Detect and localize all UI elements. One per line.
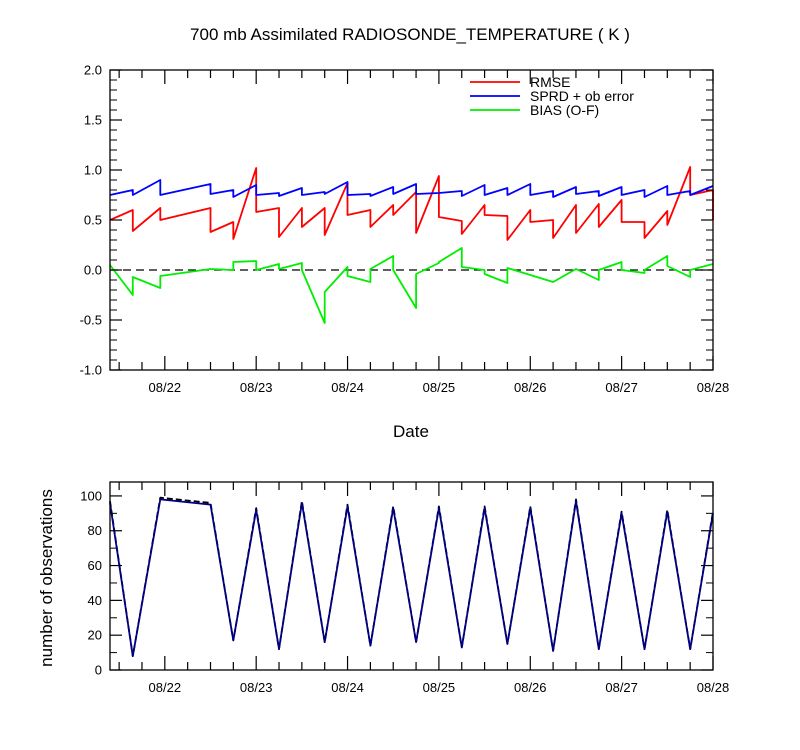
x-tick-label: 08/28 — [697, 680, 730, 695]
series-line-1 — [109, 179, 714, 198]
y-tick-label: 80 — [88, 523, 102, 538]
x-tick-label: 08/26 — [514, 680, 547, 695]
series-line-1 — [109, 498, 714, 657]
y-tick-label: 0.5 — [84, 213, 102, 228]
x-tick-label: 08/25 — [423, 680, 456, 695]
legend-label: SPRD + ob error — [530, 88, 634, 104]
top-series-lines — [109, 166, 714, 324]
x-tick-label: 08/27 — [605, 680, 638, 695]
x-tick-label: 08/28 — [697, 380, 730, 395]
y-tick-label: 40 — [88, 593, 102, 608]
y-tick-label: -1.0 — [80, 363, 102, 378]
x-tick-label: 08/24 — [331, 680, 364, 695]
y-tick-label: 100 — [80, 488, 102, 503]
x-tick-label: 08/23 — [240, 680, 273, 695]
y-tick-label: 20 — [88, 628, 102, 643]
x-tick-label: 08/24 — [331, 380, 364, 395]
y-tick-label: 1.5 — [84, 113, 102, 128]
y-axis-label: number of observations — [37, 489, 56, 667]
top-axes: 08/22 08/23 08/24 08/25 08/26 08/27 08/28 -1.0 -… — [80, 63, 730, 396]
series-line-2 — [109, 247, 714, 324]
x-tick-label: 08/27 — [605, 380, 638, 395]
x-tick-label: 08/22 — [149, 680, 182, 695]
legend-label: BIAS (O-F) — [530, 102, 599, 118]
x-tick-label: 08/25 — [423, 380, 456, 395]
y-tick-label: 0.0 — [84, 263, 102, 278]
bottom-panel: 08/22 08/23 08/24 08/25 08/26 08/27 08/28 0 20 40… — [37, 481, 730, 695]
y-tick-label: 2.0 — [84, 63, 102, 78]
x-tick-label: 08/26 — [514, 380, 547, 395]
plot-frame — [109, 69, 714, 371]
legend-label: RMSE — [530, 74, 570, 90]
y-tick-label: 0 — [95, 663, 102, 678]
y-tick-label: -0.5 — [80, 313, 102, 328]
y-tick-label: 1.0 — [84, 163, 102, 178]
series-line-0 — [109, 166, 714, 241]
x-tick-label: 08/22 — [149, 380, 182, 395]
top-panel: 700 mb Assimilated RADIOSONDE_TEMPERATUR… — [80, 25, 730, 441]
bottom-axes: 08/22 08/23 08/24 08/25 08/26 08/27 08/28 0 20 40… — [80, 481, 730, 695]
bottom-series-lines — [109, 496, 714, 657]
y-tick-label: 60 — [88, 558, 102, 573]
plot-frame — [109, 481, 714, 671]
x-tick-label: 08/23 — [240, 380, 273, 395]
chart-title: 700 mb Assimilated RADIOSONDE_TEMPERATUR… — [190, 25, 630, 44]
x-axis-label: Date — [393, 422, 429, 441]
